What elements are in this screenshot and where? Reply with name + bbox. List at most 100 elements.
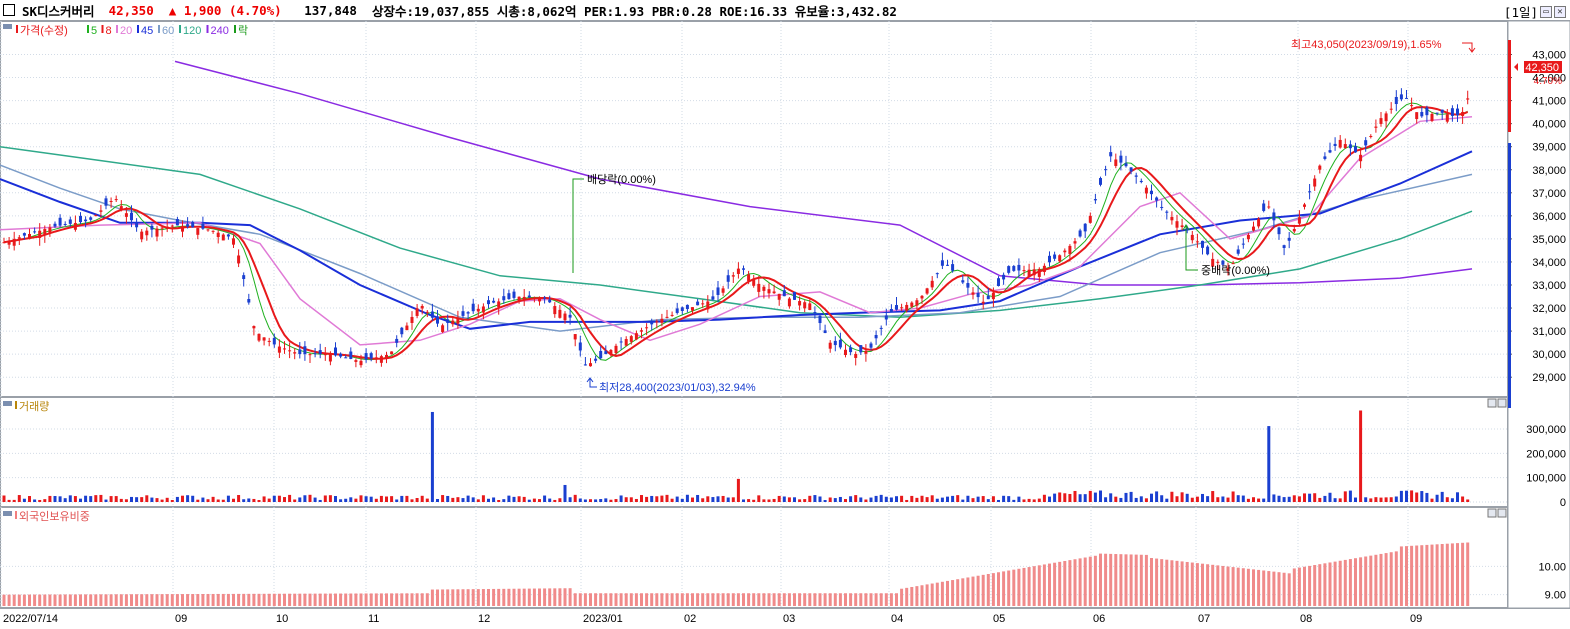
- volume-bar: [395, 499, 399, 502]
- foreign-bar: [1124, 554, 1128, 606]
- panel-close-icon[interactable]: [1497, 508, 1507, 518]
- foreign-bar: [747, 593, 751, 606]
- select-checkbox[interactable]: [3, 4, 15, 16]
- candle-body: [502, 296, 506, 301]
- volume-bar: [634, 498, 638, 502]
- volume-bar: [747, 499, 751, 502]
- low-annotation: 최저28,400(2023/01/03),32.94%: [586, 377, 756, 394]
- volume-panel-buttons[interactable]: [1487, 398, 1507, 408]
- candle-body: [33, 231, 37, 233]
- foreign-bar: [721, 593, 725, 606]
- volume-bar: [1435, 494, 1439, 502]
- volume-bar: [757, 495, 761, 502]
- candle-body: [736, 268, 740, 274]
- foreign-bar: [757, 593, 761, 606]
- legend-color-marker: [206, 25, 209, 33]
- period-selector[interactable]: [1일]: [1503, 5, 1538, 20]
- volume-bar: [833, 498, 837, 502]
- foreign-bar: [884, 593, 888, 606]
- volume-bar: [196, 499, 200, 502]
- candle-body: [89, 217, 93, 220]
- low-annotation-label: 최저28,400(2023/01/03),32.94%: [599, 381, 756, 394]
- foreign-bar: [1359, 557, 1363, 606]
- legend-handle-icon[interactable]: [3, 401, 12, 406]
- candle-body: [691, 307, 694, 311]
- candle-body: [1078, 230, 1082, 237]
- foreign-bar: [232, 593, 235, 606]
- volume-bar: [28, 496, 31, 502]
- panel-minimize-icon[interactable]: [1487, 398, 1497, 408]
- foreign-bar: [895, 593, 898, 606]
- candle-body: [1139, 180, 1143, 183]
- volume-bar: [1338, 498, 1342, 502]
- volume-bar: [497, 500, 501, 502]
- foreign-bar: [1456, 543, 1459, 606]
- candle-body: [548, 299, 552, 303]
- candle-body: [1252, 226, 1255, 231]
- legend-color-marker: [116, 25, 118, 33]
- candle-body: [1461, 111, 1465, 116]
- volume-bars: [2, 410, 1470, 502]
- legend-handle-icon[interactable]: [3, 511, 12, 516]
- volume-bar: [1221, 496, 1225, 502]
- volume-bar: [487, 498, 490, 502]
- volume-bar: [1048, 496, 1051, 502]
- foreign-bar: [247, 593, 251, 606]
- ma-line-120: [0, 145, 1473, 319]
- volume-bar: [89, 496, 93, 502]
- candle-body: [599, 350, 603, 359]
- foreign-bar: [395, 593, 399, 606]
- candle-body: [471, 303, 475, 312]
- foreign-bar: [436, 589, 439, 606]
- foreign-bar: [1287, 573, 1291, 606]
- volume-bar: [1257, 498, 1261, 502]
- volume-bar: [645, 496, 649, 502]
- candle-body: [303, 346, 307, 355]
- candle-body: [609, 349, 613, 355]
- foreign-bar: [2, 594, 6, 606]
- minimize-icon[interactable]: ▭: [1540, 5, 1552, 18]
- candle-body: [1109, 152, 1113, 157]
- volume-bar: [1139, 496, 1143, 502]
- volume-bar: [232, 498, 235, 502]
- foreign-bar: [1430, 544, 1434, 606]
- candle-body: [7, 240, 11, 245]
- foreign-panel-buttons[interactable]: [1487, 508, 1507, 518]
- price-legend[interactable]: 가격(수정) 5 8 20 45 60 120 240 락: [3, 24, 248, 37]
- foreign-bar: [940, 581, 944, 606]
- price-change: ▲ 1,900: [168, 2, 222, 18]
- stock-chart[interactable]: 43,000 42,000 41,000 40,000 39,000 38,000 37,0…: [0, 21, 1570, 629]
- volume-bar: [854, 495, 858, 502]
- volume-legend[interactable]: 거래량: [3, 400, 49, 413]
- foreign-bar: [1201, 563, 1204, 606]
- volume-bar: [578, 498, 582, 502]
- candle-body: [1374, 126, 1378, 128]
- volume-bar: [502, 499, 506, 502]
- foreign-bar: [558, 588, 562, 606]
- volume-bar: [1461, 496, 1465, 502]
- foreign-bar: [762, 593, 766, 606]
- candle-body: [532, 297, 536, 299]
- volume-bar: [772, 498, 776, 502]
- stock-name[interactable]: SK디스커버리: [22, 3, 95, 19]
- candle-body: [696, 301, 700, 306]
- candle-body: [1160, 206, 1164, 208]
- volume-bar: [971, 498, 975, 502]
- volume-bar: [946, 496, 949, 502]
- panel-close-icon[interactable]: [1497, 398, 1507, 408]
- foreign-bar: [1104, 553, 1108, 606]
- volume-bar: [313, 497, 317, 502]
- candle-body: [1190, 234, 1194, 241]
- price-tick-label: 29,000: [1532, 372, 1566, 384]
- candle-body: [935, 273, 939, 275]
- volume-bar: [441, 495, 445, 502]
- price-tick-label: 40,000: [1532, 119, 1566, 131]
- candle-body: [604, 351, 608, 355]
- candle-body: [1206, 246, 1210, 255]
- volume-bar: [339, 499, 343, 502]
- foreign-legend[interactable]: 외국인보유비중: [3, 510, 90, 523]
- panel-minimize-icon[interactable]: [1487, 508, 1497, 518]
- close-icon[interactable]: ✕: [1554, 5, 1566, 18]
- foreign-bar: [660, 593, 664, 606]
- volume-bar: [1272, 494, 1276, 502]
